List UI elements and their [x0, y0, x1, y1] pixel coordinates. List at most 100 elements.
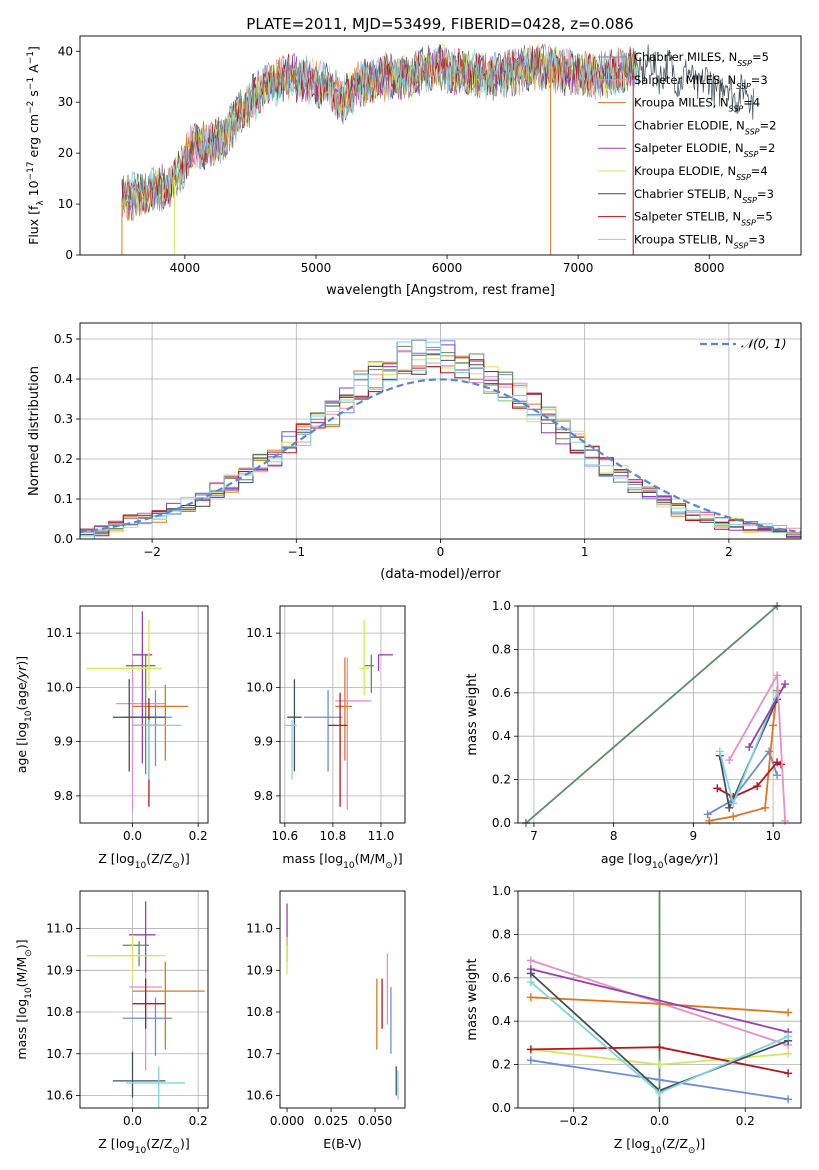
legend-label: Kroupa STELIB, NSSP=3	[634, 232, 765, 250]
weight_vs_Z-xlabel: Z [log10(Z/Z⊙)]	[614, 1136, 705, 1156]
y-tick-label: 1.0	[492, 884, 511, 898]
axes-frame	[79, 605, 209, 824]
y-tick-label: 10.9	[46, 963, 73, 977]
y-tick-label: 10.7	[46, 1047, 73, 1061]
x-tick-label: 0.025	[314, 1114, 348, 1128]
residuals-ylabel: Normed distribution	[27, 366, 42, 496]
y-tick-label: 40	[58, 44, 73, 58]
axes-frame	[279, 890, 406, 1109]
y-tick-label: 10.1	[246, 626, 273, 640]
x-tick-label: 5000	[301, 261, 332, 275]
legend-label: Salpeter ELODIE, NSSP=2	[634, 141, 775, 159]
weight_vs_Z-ylabel: mass weight	[465, 958, 480, 1040]
y-tick-label: 10.9	[246, 963, 273, 977]
y-tick-label: 9.8	[254, 789, 273, 803]
x-tick-label: 10	[765, 829, 780, 843]
y-tick-label: 10.8	[46, 1005, 73, 1019]
age_vs_mass-xlabel: mass [log10(M/M⊙)]	[282, 851, 402, 871]
x-tick-label: 0.000	[270, 1114, 304, 1128]
spectrum-ylabel: Flux [fλ 10−17 erg cm−2 s−1 A−1]	[26, 46, 46, 245]
age_vs_mass-panel: 10.6 10.8 11.0 9.8 9.9 10.0 10.1 mass [log10(M/…	[246, 605, 406, 871]
y-tick-label: 11.0	[246, 922, 273, 936]
x-tick-label: 11.0	[368, 829, 395, 843]
y-tick-label: 10	[58, 197, 73, 211]
y-tick-label: 20	[58, 146, 73, 160]
age_vs_Z-panel: 0.0 0.2 9.8 9.9 10.0 10.1 Z [log10(Z/Z⊙)] age […	[14, 605, 209, 871]
x-tick-label: 0.050	[358, 1114, 392, 1128]
legend-label: Chabrier ELODIE, NSSP=2	[634, 118, 776, 136]
y-tick-label: 0.2	[492, 773, 511, 787]
y-tick-label: 0.5	[54, 332, 73, 346]
y-tick-label: 0.0	[492, 816, 511, 830]
x-tick-label: 1	[581, 545, 589, 559]
x-tick-label: 8	[610, 829, 618, 843]
age_vs_Z-xlabel: Z [log10(Z/Z⊙)]	[98, 851, 189, 871]
legend-label: Chabrier MILES, NSSP=5	[634, 50, 769, 68]
residuals-panel: −2 −1 0 1 2 0.0 0.1 0.2 0.3 0.4 0.5 𝒩(0, 1) (data-mo…	[27, 322, 802, 582]
legend-label: Salpeter MILES, NSSP=3	[634, 73, 768, 91]
legend-label: Kroupa ELODIE, NSSP=4	[634, 164, 768, 182]
y-tick-label: 0.6	[492, 686, 511, 700]
spectrum-line-8	[121, 43, 638, 216]
x-tick-label: 0.0	[123, 1114, 142, 1128]
x-tick-label: 8000	[694, 261, 725, 275]
figure-title: PLATE=2011, MJD=53499, FIBERID=0428, z=0…	[246, 15, 633, 33]
y-tick-label: 10.6	[246, 1088, 273, 1102]
mass_vs_Z-panel: 0.0 0.2 10.6 10.7 10.8 10.9 11.0 Z [log10(Z/Z⊙)…	[14, 890, 209, 1156]
y-tick-label: 0.2	[492, 1058, 511, 1072]
weight_vs_age-panel: 7 8 9 10 0.0 0.2 0.4 0.6 0.8 1.0 age [log10(age/yr…	[465, 599, 802, 871]
x-tick-label: 7	[530, 829, 538, 843]
y-tick-label: 0.8	[492, 927, 511, 941]
legend-label: Salpeter STELIB, NSSP=5	[634, 210, 773, 228]
y-tick-label: 0.8	[492, 642, 511, 656]
legend-label: Chabrier STELIB, NSSP=3	[634, 187, 774, 205]
age_vs_Z-ylabel: age [log10(age/yr)]	[14, 656, 34, 773]
mass_vs_ebv-xlabel: E(B-V)	[323, 1136, 362, 1151]
y-tick-label: 0.1	[54, 492, 73, 506]
y-tick-label: 10.8	[246, 1005, 273, 1019]
y-tick-label: 11.0	[46, 922, 73, 936]
weight_vs_age-xlabel: age [log10(age/yr)]	[601, 851, 718, 871]
weight-line-0	[707, 749, 778, 816]
spectrum-line-5	[121, 41, 638, 222]
weight_vs_age-ylabel: mass weight	[465, 673, 480, 755]
weight-line-4	[530, 968, 789, 1033]
x-tick-label: −0.2	[559, 1114, 588, 1128]
y-tick-label: 9.8	[54, 789, 73, 803]
x-tick-label: 7000	[563, 261, 594, 275]
y-tick-label: 0.0	[54, 532, 73, 546]
y-tick-label: 10.7	[246, 1047, 273, 1061]
x-tick-label: 2	[725, 545, 733, 559]
y-tick-label: 10.6	[46, 1088, 73, 1102]
weight-line-3	[525, 606, 778, 823]
legend-label: Kroupa MILES, NSSP=4	[634, 96, 760, 114]
y-tick-label: 30	[58, 95, 73, 109]
x-tick-label: 10.6	[271, 829, 298, 843]
x-tick-label: 0.2	[189, 829, 208, 843]
y-tick-label: 0.3	[54, 412, 73, 426]
x-tick-label: 0.0	[650, 1114, 669, 1128]
axes-frame	[279, 605, 406, 824]
x-tick-label: 9	[690, 829, 698, 843]
y-tick-label: 0.0	[492, 1101, 511, 1115]
hist-step-7	[80, 360, 801, 539]
y-tick-label: 0	[65, 248, 73, 262]
y-tick-label: 10.0	[46, 680, 73, 694]
axes-frame	[79, 890, 209, 1109]
mass_vs_Z-xlabel: Z [log10(Z/Z⊙)]	[98, 1136, 189, 1156]
x-tick-label: 0.2	[736, 1114, 755, 1128]
x-tick-label: 0.2	[189, 1114, 208, 1128]
mass_vs_Z-ylabel: mass [log10(M/M⊙)]	[14, 939, 34, 1059]
mass_vs_ebv-panel: 0.000 0.025 0.050 10.6 10.7 10.8 10.9 11.0 E(B-V…	[246, 890, 406, 1151]
residuals-xlabel: (data-model)/error	[380, 567, 501, 582]
y-tick-label: 0.4	[492, 729, 511, 743]
x-tick-label: 0.0	[123, 829, 142, 843]
normal-curve	[80, 378, 801, 534]
spectrum-line-7	[121, 44, 638, 221]
spectrum-legend: Chabrier MILES, NSSP=5 Salpeter MILES, NS…	[598, 50, 776, 250]
x-tick-label: 0	[437, 545, 445, 559]
y-tick-label: 9.9	[254, 735, 273, 749]
y-tick-label: 0.4	[54, 372, 73, 386]
x-tick-label: 6000	[432, 261, 463, 275]
hist-step-8	[80, 341, 801, 539]
